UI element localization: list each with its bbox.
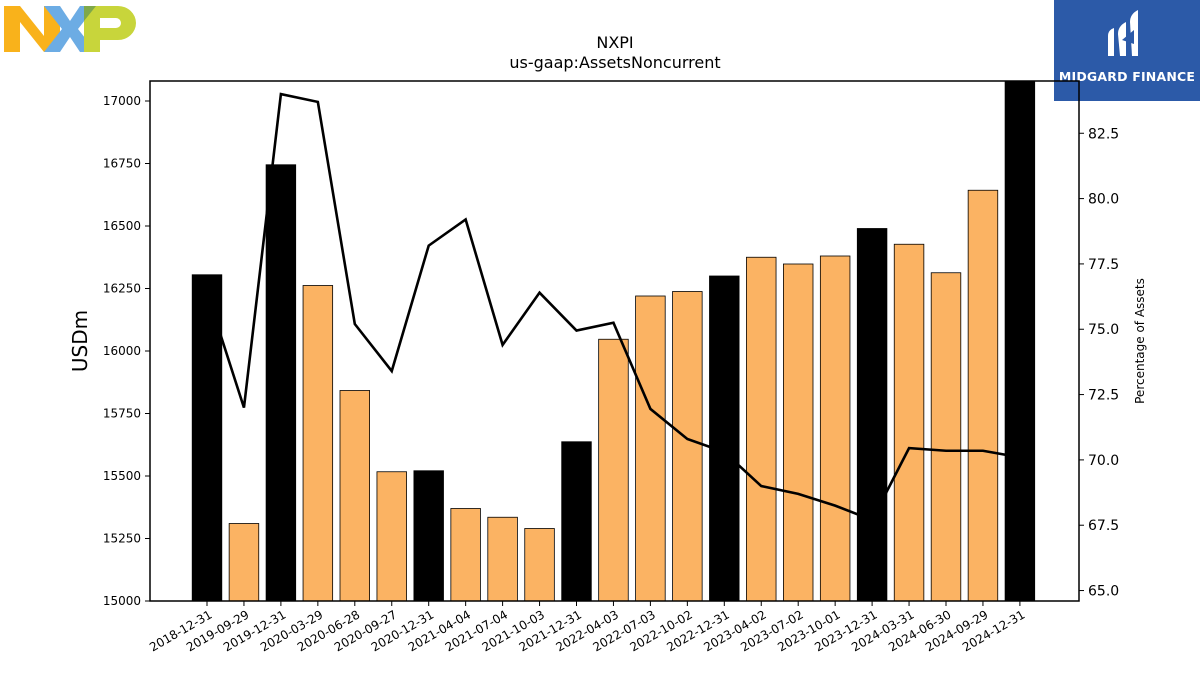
- right-tick-label: 80.0: [1088, 192, 1119, 208]
- midgard-m-icon: [1108, 10, 1138, 56]
- left-tick-label: 16250: [103, 282, 141, 296]
- right-tick-label: 70.0: [1088, 453, 1119, 469]
- right-tick-label: 67.5: [1088, 518, 1119, 534]
- left-tick-label: 15000: [103, 594, 141, 608]
- bar-2022-10-02: [672, 291, 703, 602]
- nxp-logo-n-shape: [4, 6, 60, 52]
- bar-2021-04-04: [450, 508, 481, 602]
- bar-2022-04-03: [598, 338, 629, 602]
- bar-2018-12-31: [191, 274, 223, 602]
- bar-2023-04-02: [746, 256, 777, 602]
- bar-series: [191, 80, 1036, 602]
- bar-2024-12-31: [1004, 80, 1036, 602]
- bar-2020-12-31: [413, 470, 444, 602]
- bar-2020-09-27: [376, 471, 407, 602]
- left-tick-label: 15250: [103, 532, 141, 546]
- bar-2021-12-31: [561, 441, 592, 602]
- right-tick-label: 72.5: [1088, 388, 1119, 404]
- bar-2023-07-02: [783, 263, 814, 602]
- left-tick-label: 15750: [103, 407, 141, 421]
- left-axis-ticks: 15000 15250 15500 15750 16000 16250 16500 16750…: [103, 94, 150, 608]
- plot-frame: [149, 80, 1080, 602]
- nxp-logo-x-shape: [44, 6, 96, 52]
- bar-2022-07-03: [635, 295, 666, 602]
- right-tick-label: 75.0: [1088, 322, 1119, 338]
- chart-subtitle: us-gaap:AssetsNoncurrent: [509, 53, 720, 72]
- publisher-name: MIDGARD FINANCE: [1058, 69, 1196, 84]
- chart-title: NXPI: [596, 33, 633, 52]
- left-tick-label: 15500: [103, 469, 141, 483]
- midgard-finance-logo: MIDGARD FINANCE: [1054, 0, 1200, 101]
- left-tick-label: 16500: [103, 219, 141, 233]
- right-axis-label: Percentage of Assets: [1133, 278, 1147, 404]
- percentage-line-series: [205, 92, 1021, 522]
- right-tick-label: 82.5: [1088, 126, 1119, 142]
- bar-2024-06-30: [930, 272, 962, 602]
- left-tick-label: 16750: [103, 157, 141, 171]
- bar-2019-09-29: [228, 523, 260, 602]
- bar-2019-12-31: [265, 164, 297, 602]
- left-axis-label: USDm: [68, 310, 92, 372]
- right-axis-ticks: 65.0 67.5 70.0 72.5 75.0 77.5 80.0 82.5: [1079, 126, 1119, 600]
- right-tick-label: 65.0: [1088, 584, 1119, 600]
- bar-2021-10-03: [524, 528, 555, 602]
- nxp-logo: [4, 4, 140, 54]
- bar-2023-10-01: [819, 255, 851, 602]
- bar-2020-06-28: [339, 390, 371, 602]
- left-tick-label: 17000: [103, 94, 141, 108]
- bar-2022-12-31: [709, 275, 740, 602]
- left-tick-label: 16000: [103, 344, 141, 358]
- bar-2020-03-29: [302, 285, 334, 602]
- bar-2021-07-04: [487, 516, 518, 602]
- x-axis-ticks: 2018-12-312019-09-292019-12-312020-03-29…: [147, 601, 1027, 654]
- right-tick-label: 77.5: [1088, 257, 1119, 273]
- nxp-logo-p-shape: [84, 6, 136, 52]
- nxp-logo-overlap-shape: [84, 6, 96, 21]
- bar-2023-12-31: [856, 228, 888, 602]
- bar-2024-09-29: [967, 189, 999, 602]
- bar-2024-03-31: [893, 243, 925, 602]
- percentage-line: [205, 92, 1021, 522]
